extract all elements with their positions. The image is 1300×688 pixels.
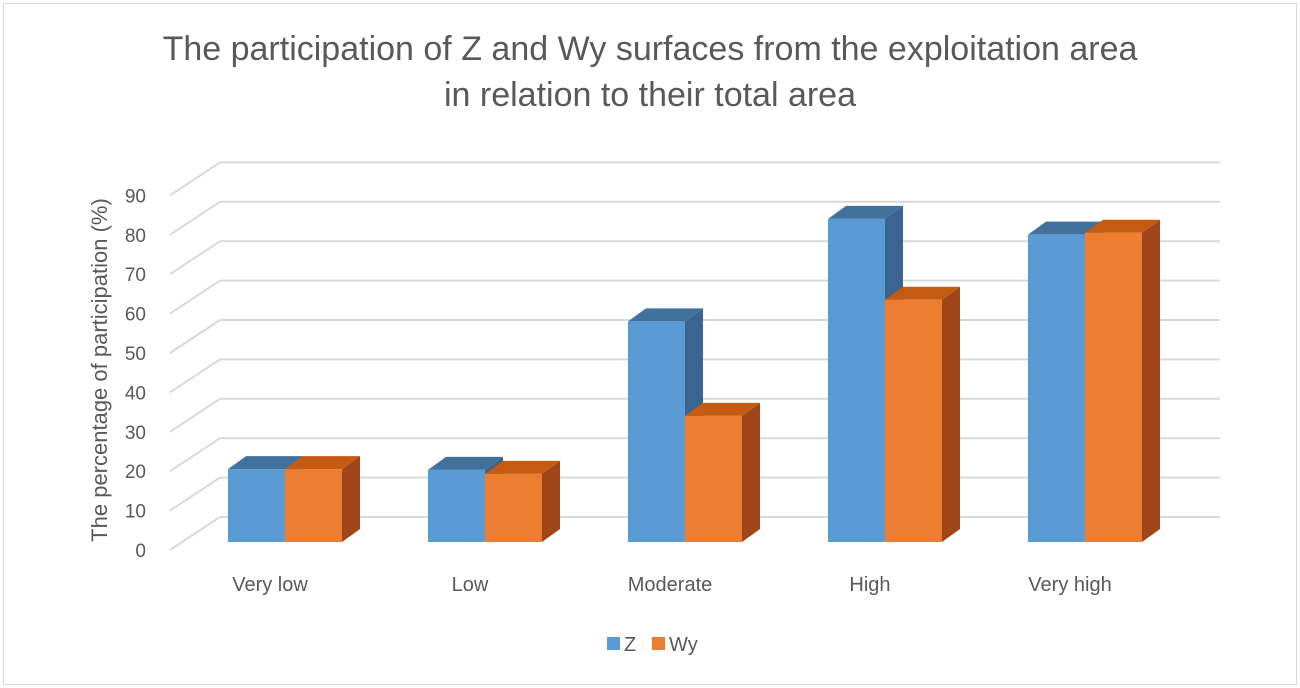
bar-Z-4	[1028, 234, 1085, 542]
chart-title-line2: in relation to their total area	[443, 76, 857, 114]
legend-label-Z: Z	[624, 634, 636, 656]
y-tick-label: 30	[125, 423, 146, 444]
bar-top-Wy-0	[285, 456, 360, 470]
y-tick-label: 80	[125, 226, 146, 247]
x-axis-categories: Very low Low Moderate High Very high	[232, 574, 1111, 596]
y-axis-label: The percentage of participation (%)	[87, 198, 112, 542]
bar-Wy-3	[885, 299, 942, 542]
bar-Z-3	[828, 218, 885, 543]
bar-top-Z-2	[628, 308, 703, 322]
y-axis-ticks: 0 10 20 30 40 50 60 70 80 90	[125, 186, 146, 562]
bar-side-Wy-3	[942, 286, 960, 542]
x-category-label: Low	[452, 574, 489, 596]
bar-Z-2	[628, 321, 685, 542]
bar-top-Z-0	[228, 456, 303, 470]
x-category-label: Moderate	[628, 574, 713, 596]
bar-side-Wy-1	[542, 460, 560, 542]
bar-side-Wy-4	[1142, 219, 1160, 542]
y-tick-label: 20	[125, 462, 146, 483]
bar-Wy-0	[285, 469, 342, 542]
y-tick-label: 70	[125, 265, 146, 286]
bar-top-Z-4	[1028, 221, 1103, 235]
gridline-diag-60	[169, 279, 221, 315]
bar-top-Wy-1	[485, 460, 560, 474]
chart-title: The participation of Z and Wy surfaces f…	[0, 26, 1300, 118]
gridline-diag-30	[169, 397, 221, 433]
y-tick-label: 0	[135, 541, 146, 562]
bar-Wy-2	[685, 415, 742, 542]
gridline-diag-20	[169, 437, 221, 473]
bar-Z-0	[228, 469, 285, 542]
y-tick-label: 60	[125, 305, 146, 326]
y-tick-label: 10	[125, 502, 146, 523]
bar-top-Wy-2	[685, 402, 760, 416]
x-category-label: Very low	[232, 574, 308, 596]
x-category-label: Very high	[1028, 574, 1111, 596]
y-tick-label: 50	[125, 344, 146, 365]
gridline-diag-50	[169, 319, 221, 354]
gridline-diag-40	[169, 358, 221, 394]
bar-Z-1	[428, 469, 485, 542]
bar-side-Wy-0	[342, 456, 360, 542]
gridline-diag-70	[169, 240, 221, 276]
legend-swatch-Wy	[652, 637, 665, 650]
bar-Wy-1	[485, 473, 542, 542]
legend-label-Wy: Wy	[669, 634, 698, 656]
bar-side-Wy-2	[742, 402, 760, 542]
bar-Wy-4	[1085, 232, 1142, 542]
bar-top-Z-1	[428, 456, 503, 470]
bar-top-Wy-4	[1085, 219, 1160, 233]
bars	[228, 205, 1160, 543]
gridline-diag-10	[169, 476, 221, 512]
gridline-diag-90	[169, 161, 221, 197]
legend: Z Wy	[607, 634, 698, 656]
y-tick-label: 90	[125, 186, 146, 207]
gridline-diag-0	[169, 516, 221, 551]
legend-swatch-Z	[607, 637, 620, 650]
bar-top-Wy-3	[885, 286, 960, 300]
gridline-diag-80	[169, 200, 221, 236]
bar-top-Z-3	[828, 205, 903, 219]
y-tick-label: 40	[125, 383, 146, 404]
x-category-label: High	[849, 574, 890, 596]
chart-title-line1: The participation of Z and Wy surfaces f…	[162, 30, 1138, 68]
